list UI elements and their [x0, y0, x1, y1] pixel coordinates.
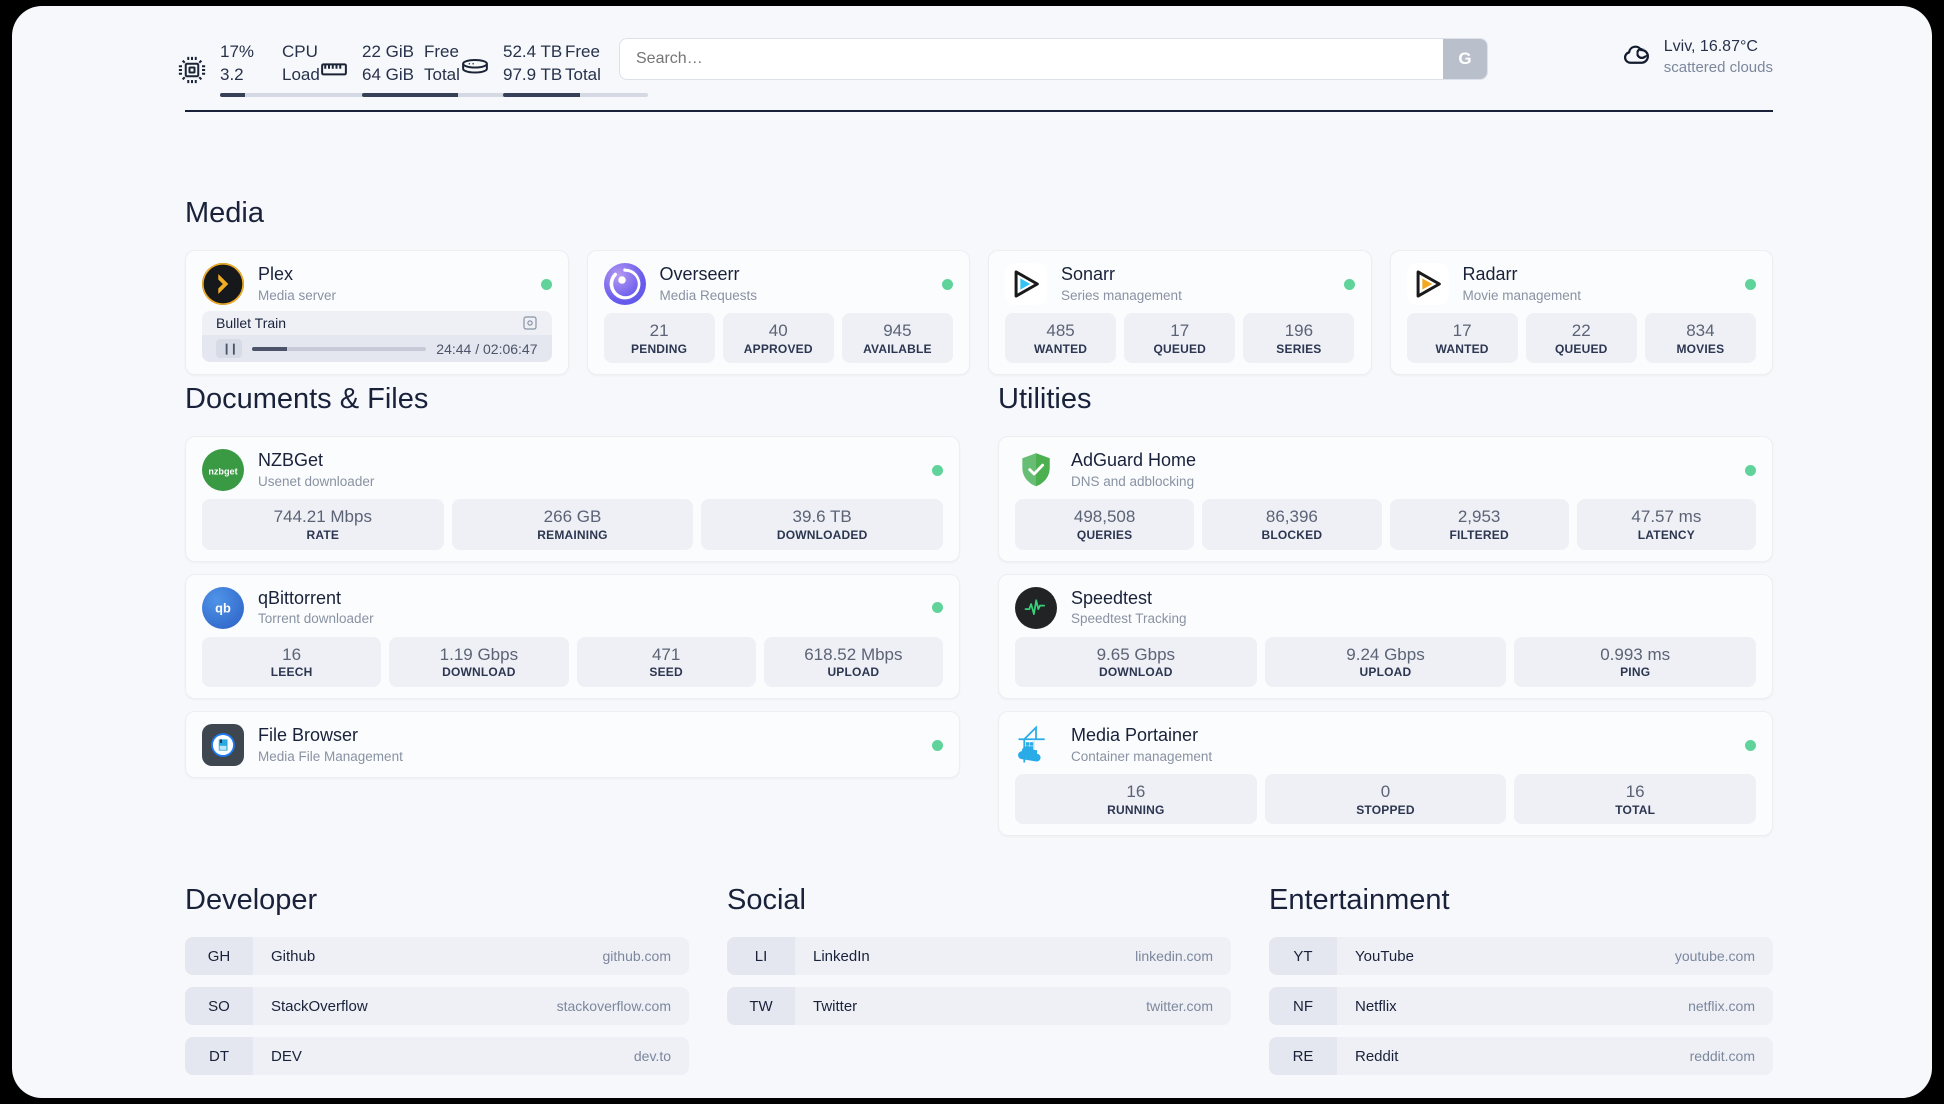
svg-text:qb: qb: [215, 600, 231, 615]
svg-text:nzbget: nzbget: [208, 467, 237, 477]
